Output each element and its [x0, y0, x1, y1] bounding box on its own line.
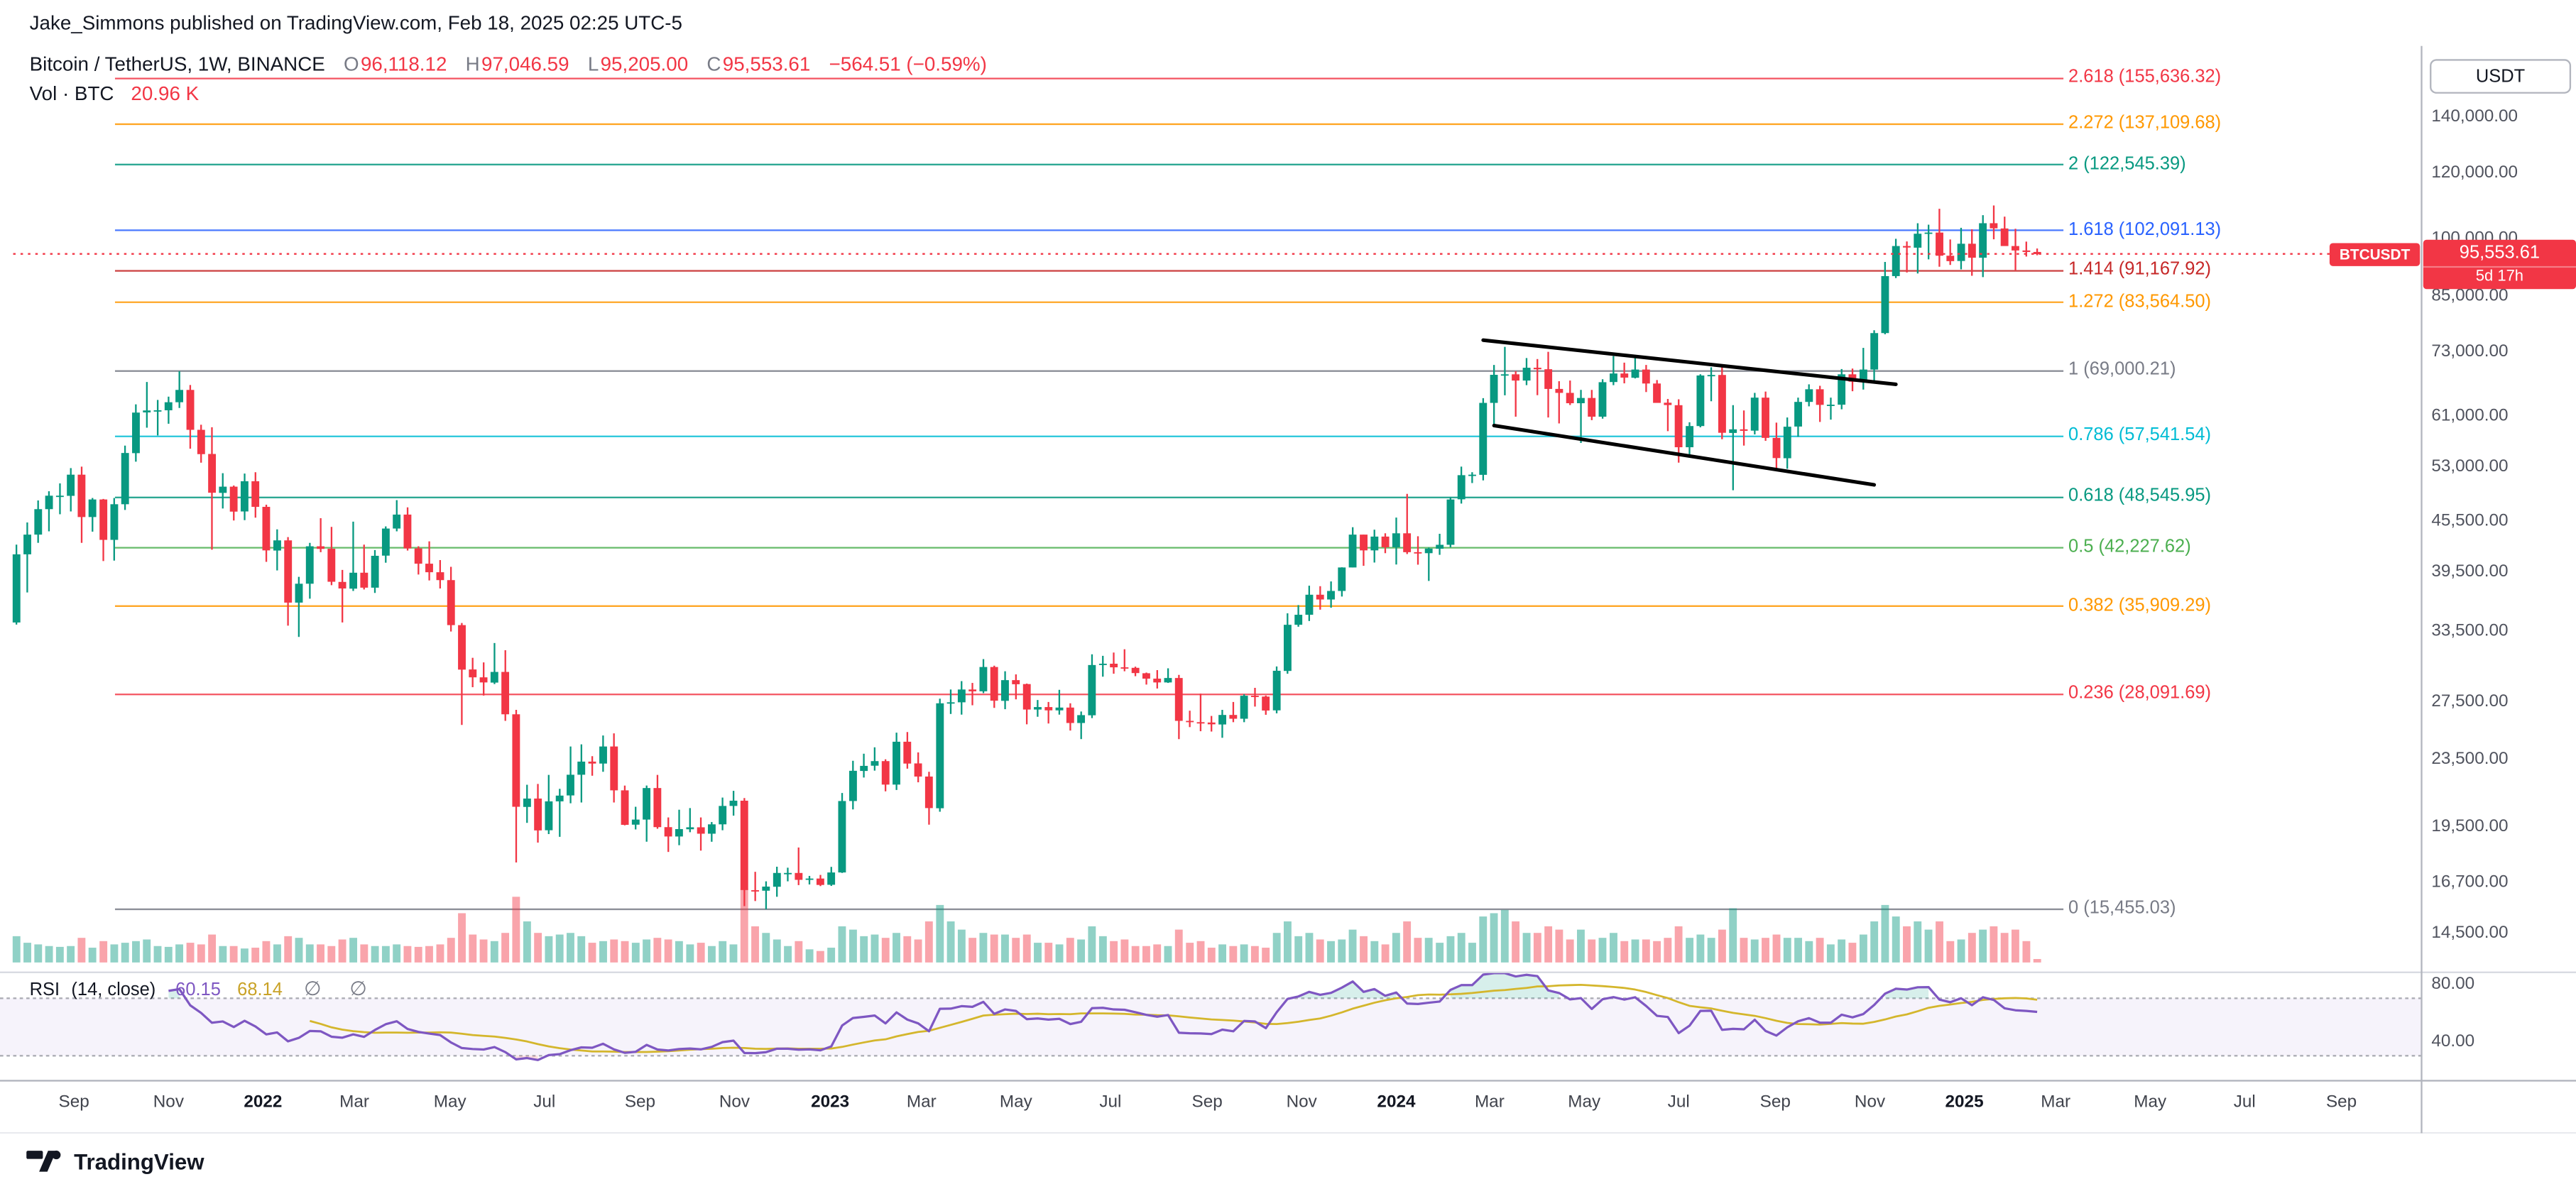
volume-bars	[12, 888, 2041, 963]
low-value: 95,205.00	[600, 53, 689, 76]
high-label: H	[465, 53, 480, 76]
tradingview-logo-icon[interactable]	[26, 1145, 62, 1178]
rsi-line	[168, 972, 2038, 1061]
open-value: 96,118.12	[360, 53, 447, 76]
price-axis-unit-label: USDT	[2475, 66, 2526, 87]
rsi-title[interactable]: RSI	[29, 980, 60, 1001]
rsi-legend: RSI (14, close) 60.15 68.14 ∅ ∅	[30, 977, 378, 1000]
trendline-lower[interactable]	[1492, 423, 1877, 487]
candles	[12, 205, 2041, 909]
rsi-ma-value: 68.14	[237, 980, 283, 1001]
tradingview-wordmark[interactable]: TradingView	[74, 1149, 204, 1174]
current-price-badge: 95,553.61 5d 17h	[2423, 239, 2576, 290]
price-line-symbol-tag: BTCUSDT	[2329, 243, 2421, 266]
high-value: 97,046.59	[481, 53, 569, 76]
change-value: −564.51 (−0.59%)	[829, 53, 987, 76]
price-line-symbol-text: BTCUSDT	[2339, 246, 2411, 263]
volume-value: 20.96 K	[131, 82, 200, 106]
low-label: L	[587, 53, 599, 76]
trendline-upper[interactable]	[1481, 338, 1898, 386]
bar-countdown: 5d 17h	[2423, 265, 2576, 289]
fib-lines[interactable]	[114, 77, 2064, 911]
rsi-ma-line	[310, 983, 2038, 1053]
rsi-value: 60.15	[175, 980, 221, 1001]
attribution-bar: Jake_Simmons published on TradingView.co…	[30, 11, 682, 34]
close-label: C	[706, 53, 721, 76]
bottom-bar: TradingView	[0, 1133, 2576, 1189]
attribution-text: Jake_Simmons published on TradingView.co…	[29, 11, 683, 35]
volume-legend: Vol · BTC 20.96 K	[30, 82, 200, 105]
symbol-title[interactable]: Bitcoin / TetherUS, 1W, BINANCE	[29, 53, 325, 76]
symbol-legend: Bitcoin / TetherUS, 1W, BINANCE O 96,118.…	[30, 53, 987, 75]
volume-label: Vol · BTC	[29, 82, 114, 106]
current-price-value: 95,553.61	[2459, 243, 2540, 263]
price-axis-unit[interactable]: USDT	[2430, 59, 2572, 94]
close-value: 95,553.61	[722, 53, 811, 76]
rsi-hide-icons[interactable]: ∅ ∅	[304, 977, 378, 1001]
rsi-band	[0, 998, 2422, 1056]
rsi-params: (14, close)	[71, 980, 156, 1001]
open-label: O	[344, 53, 359, 76]
